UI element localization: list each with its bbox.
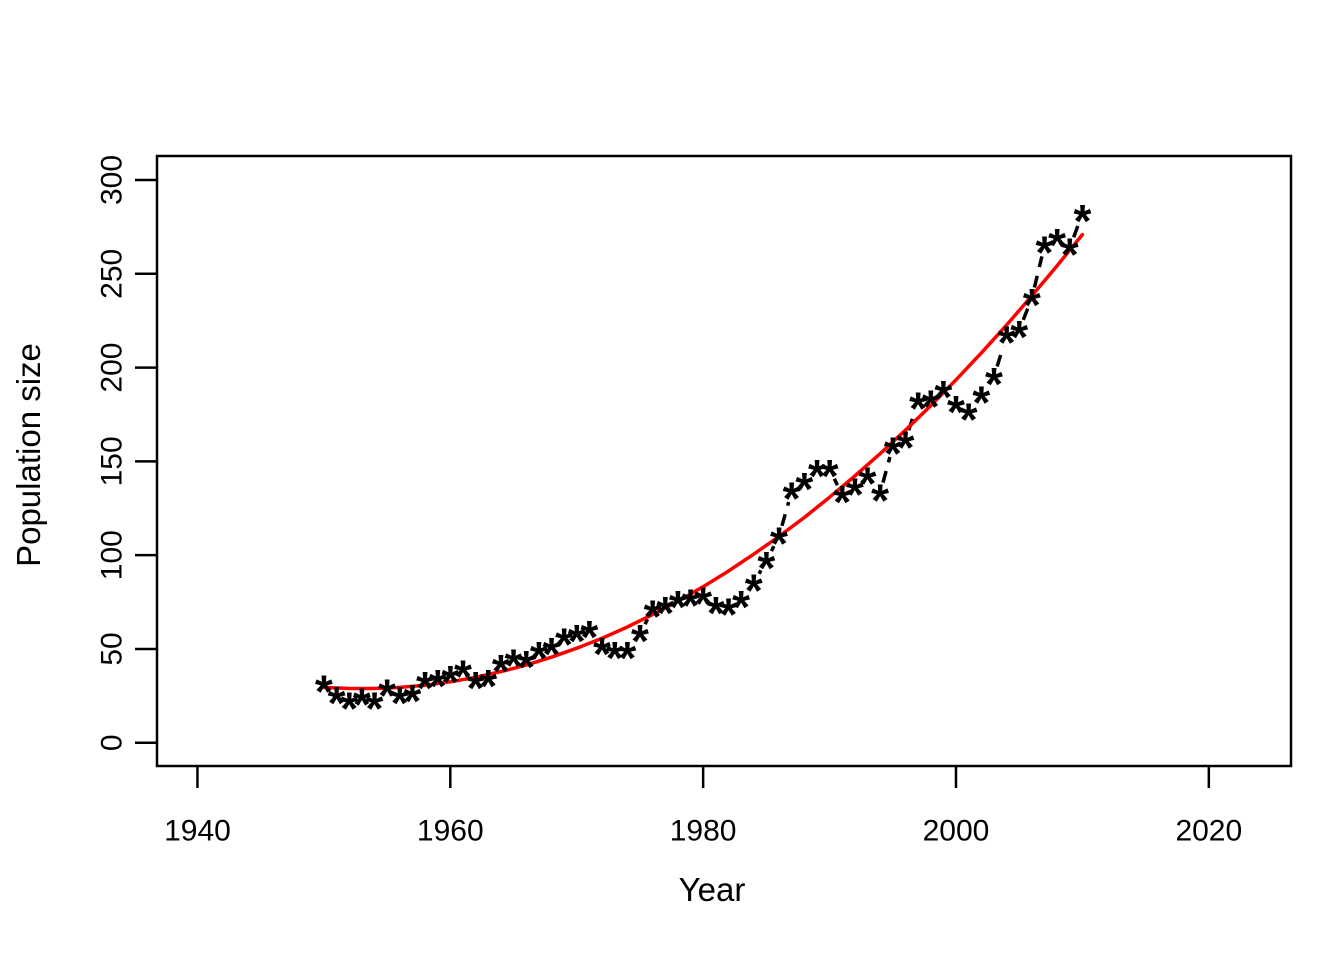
data-point-marker: * — [492, 645, 510, 697]
data-point-marker: * — [960, 394, 978, 446]
y-tick-label: 100 — [96, 530, 129, 580]
observed-dashed-line — [643, 223, 1081, 625]
dashed-segment — [769, 545, 776, 552]
data-point-marker: * — [1010, 311, 1028, 363]
x-tick-label: 2000 — [923, 815, 990, 848]
y-tick-label: 300 — [96, 155, 129, 205]
data-point-marker: * — [694, 577, 712, 629]
y-tick-label: 50 — [96, 632, 129, 665]
data-point-marker: * — [631, 615, 649, 667]
data-point-marker: * — [441, 656, 459, 708]
dashed-segment — [1021, 307, 1030, 321]
dashed-segment — [780, 501, 791, 527]
data-point-marker: * — [391, 677, 409, 729]
data-point-marker: * — [896, 422, 914, 474]
data-point-marker: * — [505, 639, 523, 691]
x-tick-label: 2020 — [1175, 815, 1242, 848]
data-point-marker: * — [783, 472, 801, 524]
data-point-marker: * — [1048, 219, 1066, 271]
fitted-curve-path — [322, 232, 1085, 691]
data-point-marker: * — [429, 660, 447, 712]
data-point-marker: * — [732, 581, 750, 633]
data-point-marker: * — [934, 371, 952, 423]
data-point-marker: * — [416, 662, 434, 714]
data-point-marker: * — [1061, 229, 1079, 281]
fitted-curve — [322, 232, 1085, 691]
data-point-marker: * — [454, 651, 472, 703]
data-point-marker: * — [795, 463, 813, 515]
data-point-marker: * — [757, 542, 775, 594]
data-point-marker: * — [669, 581, 687, 633]
data-point-markers: ****************************************… — [315, 195, 1092, 735]
x-axis: 1940 1960 1980 2000 2020 — [164, 766, 1242, 848]
data-point-marker: * — [833, 476, 851, 528]
y-tick-label: 150 — [96, 436, 129, 486]
data-point-marker: * — [555, 619, 573, 671]
data-point-marker: * — [821, 450, 839, 502]
y-tick-label: 200 — [96, 343, 129, 393]
x-tick-label: 1940 — [164, 815, 231, 848]
x-tick-label: 1960 — [417, 815, 484, 848]
data-point-marker: * — [618, 632, 636, 684]
data-point-marker: * — [682, 579, 700, 631]
data-point-marker: * — [985, 358, 1003, 410]
data-point-marker: * — [517, 641, 535, 693]
data-point-marker: * — [644, 591, 662, 643]
data-point-marker: * — [353, 679, 371, 731]
y-axis-title: Population size — [10, 343, 47, 567]
data-point-marker: * — [846, 469, 864, 521]
y-tick-label: 0 — [96, 734, 129, 751]
data-point-marker: * — [972, 377, 990, 429]
data-point-marker: * — [568, 615, 586, 667]
data-point-marker: * — [745, 564, 763, 616]
data-point-marker: * — [580, 611, 598, 663]
dashed-segment — [1032, 255, 1044, 288]
data-point-marker: * — [403, 675, 421, 727]
data-point-marker: * — [707, 587, 725, 639]
data-point-marker: * — [315, 666, 333, 718]
y-axis: 0 50 100 150 200 250 300 — [96, 155, 157, 751]
data-point-marker: * — [922, 380, 940, 432]
data-point-marker: * — [467, 662, 485, 714]
data-point-marker: * — [871, 474, 889, 526]
x-tick-label: 1980 — [670, 815, 737, 848]
data-point-marker: * — [479, 660, 497, 712]
data-point-marker: * — [328, 677, 346, 729]
data-point-marker: * — [719, 589, 737, 641]
data-point-marker: * — [606, 632, 624, 684]
data-point-marker: * — [593, 628, 611, 680]
data-point-marker: * — [770, 517, 788, 569]
data-point-marker: * — [365, 682, 383, 734]
data-point-marker: * — [884, 427, 902, 479]
data-point-marker: * — [1036, 227, 1054, 279]
data-point-marker: * — [909, 382, 927, 434]
data-point-marker: * — [998, 317, 1016, 369]
dashed-segment — [881, 456, 892, 484]
dashed-segment — [643, 618, 650, 625]
data-point-marker: * — [542, 628, 560, 680]
data-point-marker: * — [656, 587, 674, 639]
data-point-marker: * — [1023, 279, 1041, 331]
x-axis-title: Year — [679, 871, 746, 908]
data-point-marker: * — [859, 457, 877, 509]
y-tick-label: 250 — [96, 249, 129, 299]
data-point-marker: * — [378, 669, 396, 721]
data-point-marker: * — [947, 386, 965, 438]
data-point-marker: * — [340, 682, 358, 734]
data-point-marker: * — [1073, 195, 1091, 247]
dashed-segment — [757, 569, 763, 575]
data-point-marker: * — [808, 450, 826, 502]
data-point-marker: * — [530, 632, 548, 684]
dashed-segment — [995, 345, 1006, 367]
dashed-segment — [832, 478, 840, 486]
dashed-segment — [1071, 223, 1081, 238]
